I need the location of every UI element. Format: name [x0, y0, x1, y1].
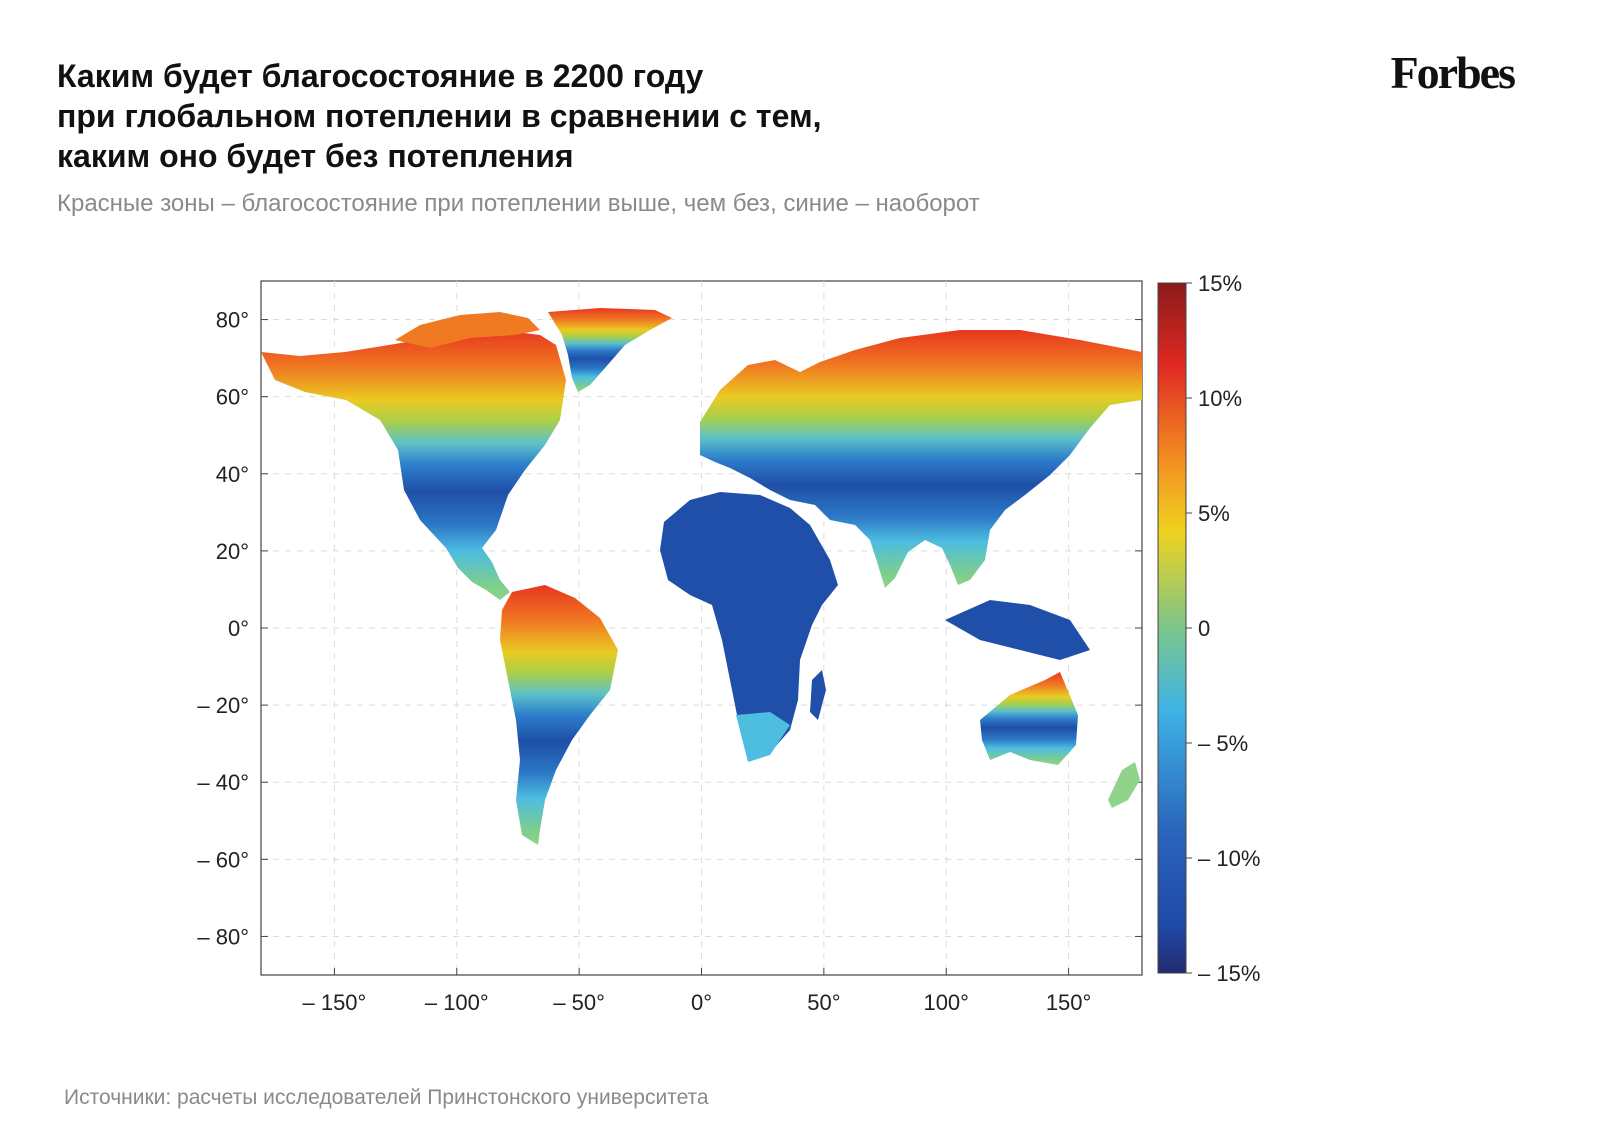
title-line-2: при глобальном потеплении в сравнении с …: [57, 98, 822, 134]
grid-horizontal: [261, 319, 1142, 937]
colorbar-tick-label: 5%: [1198, 501, 1230, 526]
x-tick-label: 150°: [1046, 990, 1092, 1015]
colorbar-tick-label: 0: [1198, 616, 1210, 641]
x-tick-label: 0°: [691, 990, 712, 1015]
colorbar: [1157, 282, 1187, 974]
y-tick-label: – 60°: [197, 847, 249, 872]
chart-title: Каким будет благосостояние в 2200 году п…: [57, 56, 822, 176]
x-tick-label: – 150°: [302, 990, 366, 1015]
africa: [660, 492, 838, 760]
arctic-archipelago: [395, 312, 540, 348]
europe-asia: [700, 330, 1142, 588]
source-note: Источники: расчеты исследователей Принст…: [64, 1086, 709, 1109]
new-zealand: [1108, 762, 1140, 808]
y-tick-label: 0°: [228, 616, 249, 641]
colorbar-tick-label: 10%: [1198, 386, 1242, 411]
colorbar-tick-label: – 10%: [1198, 846, 1260, 871]
y-tick-label: 20°: [216, 539, 249, 564]
landmasses: [261, 308, 1142, 845]
y-tick-label: 60°: [216, 385, 249, 410]
y-tick-label: – 40°: [197, 770, 249, 795]
x-tick-label: 100°: [923, 990, 969, 1015]
y-tick-label: – 20°: [197, 693, 249, 718]
north-america: [261, 330, 566, 600]
title-line-3: каким оно будет без потепления: [57, 138, 574, 174]
x-tick-label: 50°: [807, 990, 840, 1015]
x-tick-label: – 100°: [425, 990, 489, 1015]
y-tick-label: 80°: [216, 308, 249, 333]
greenland: [548, 308, 672, 392]
southern-africa: [736, 712, 790, 762]
colorbar-tick-label: 15%: [1198, 271, 1242, 296]
colorbar-labels: 15% 10% 5% 0 – 5% – 10% – 15%: [1186, 271, 1260, 986]
y-tick-label: – 80°: [197, 924, 249, 949]
colorbar-tick-label: – 5%: [1198, 731, 1248, 756]
indonesia: [945, 600, 1090, 660]
x-axis-labels: – 150° – 100° – 50° 0° 50° 100° 150°: [302, 990, 1091, 1015]
south-america: [500, 585, 618, 845]
madagascar: [810, 670, 826, 720]
y-tick-label: 40°: [216, 462, 249, 487]
chart-subtitle: Красные зоны – благосостояние при потепл…: [57, 190, 980, 217]
y-axis-labels: 80° 60° 40° 20° 0° – 20° – 40° – 60° – 80°: [197, 308, 249, 950]
colorbar-tick-label: – 15%: [1198, 961, 1260, 986]
x-tick-label: – 50°: [553, 990, 605, 1015]
title-line-1: Каким будет благосостояние в 2200 году: [57, 58, 704, 94]
australia: [980, 672, 1078, 765]
forbes-logo: Forbes: [1390, 47, 1516, 98]
